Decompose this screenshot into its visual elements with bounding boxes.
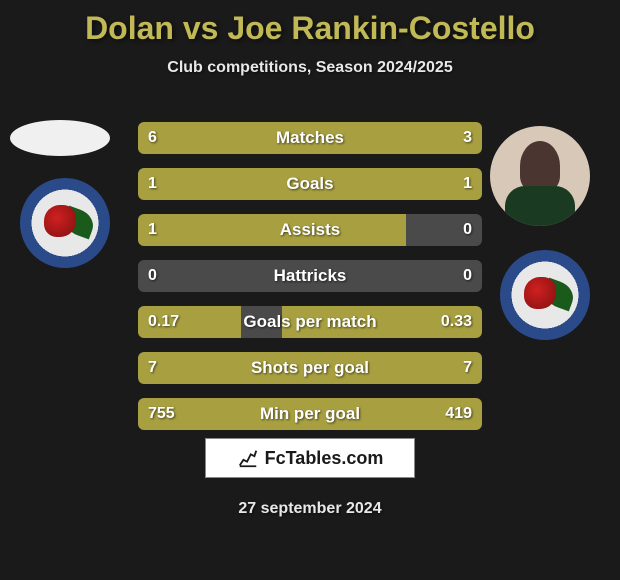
metric-row: 00Hattricks bbox=[138, 260, 482, 292]
metric-label: Min per goal bbox=[138, 404, 482, 424]
bar-track: 10Assists bbox=[138, 214, 482, 246]
player-right-avatar bbox=[490, 126, 590, 226]
comparison-bars: 63Matches 11Goals 10Assists 00Hattricks 0.17… bbox=[138, 122, 482, 444]
comparison-title: Dolan vs Joe Rankin-Costello bbox=[0, 0, 620, 47]
bar-track: 63Matches bbox=[138, 122, 482, 154]
crest-rose-icon bbox=[524, 277, 556, 309]
comparison-subtitle: Club competitions, Season 2024/2025 bbox=[0, 59, 620, 77]
bar-track: 11Goals bbox=[138, 168, 482, 200]
chart-icon bbox=[237, 447, 259, 469]
site-logo: FcTables.com bbox=[205, 438, 415, 478]
metric-label: Hattricks bbox=[138, 266, 482, 286]
metric-row: 11Goals bbox=[138, 168, 482, 200]
metric-label: Assists bbox=[138, 220, 482, 240]
footer-date: 27 september 2024 bbox=[0, 500, 620, 518]
crest-circle bbox=[20, 178, 110, 268]
player-left-avatar bbox=[10, 120, 110, 156]
metric-label: Shots per goal bbox=[138, 358, 482, 378]
crest-circle bbox=[500, 250, 590, 340]
avatar-head bbox=[520, 141, 560, 191]
bar-track: 0.170.33Goals per match bbox=[138, 306, 482, 338]
bar-track: 00Hattricks bbox=[138, 260, 482, 292]
crest-rose-icon bbox=[44, 205, 76, 237]
metric-row: 755419Min per goal bbox=[138, 398, 482, 430]
metric-label: Matches bbox=[138, 128, 482, 148]
metric-label: Goals bbox=[138, 174, 482, 194]
club-crest-right bbox=[500, 250, 600, 344]
metric-label: Goals per match bbox=[138, 312, 482, 332]
site-logo-text: FcTables.com bbox=[265, 448, 384, 469]
bar-track: 755419Min per goal bbox=[138, 398, 482, 430]
bar-track: 77Shots per goal bbox=[138, 352, 482, 384]
avatar-body bbox=[505, 186, 575, 226]
metric-row: 77Shots per goal bbox=[138, 352, 482, 384]
metric-row: 10Assists bbox=[138, 214, 482, 246]
metric-row: 63Matches bbox=[138, 122, 482, 154]
metric-row: 0.170.33Goals per match bbox=[138, 306, 482, 338]
club-crest-left bbox=[20, 178, 120, 262]
